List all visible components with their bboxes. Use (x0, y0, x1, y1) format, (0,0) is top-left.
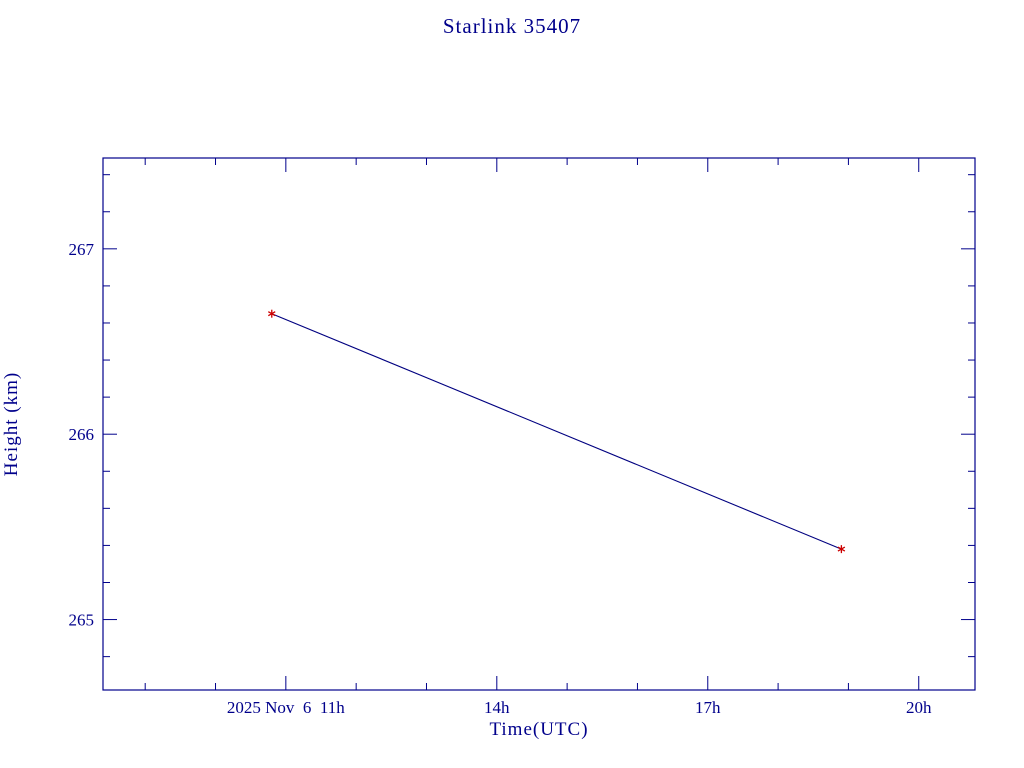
y-tick-label: 267 (69, 240, 95, 259)
plot-border (102, 157, 976, 691)
x-tick-label: 20h (906, 698, 932, 717)
data-point-marker (267, 309, 276, 318)
marker-stroke (837, 546, 846, 552)
x-axis-label: Time(UTC) (489, 719, 588, 740)
y-axis-label: Height (km) (1, 372, 22, 476)
x-tick-label: 17h (695, 698, 721, 717)
x-tick-label: 2025 Nov 6 11h (227, 698, 345, 717)
y-tick-label: 265 (69, 611, 95, 630)
plot-area: 2025 Nov 6 11h 14h 17h 20h 265 266 267 (69, 157, 976, 717)
x-tick-label: 14h (484, 698, 510, 717)
data-line (271, 313, 842, 550)
marker-stroke (267, 311, 276, 317)
y-tick-label: 266 (69, 425, 95, 444)
chart-title: Starlink 35407 (443, 14, 581, 38)
data-point-marker (837, 545, 846, 554)
